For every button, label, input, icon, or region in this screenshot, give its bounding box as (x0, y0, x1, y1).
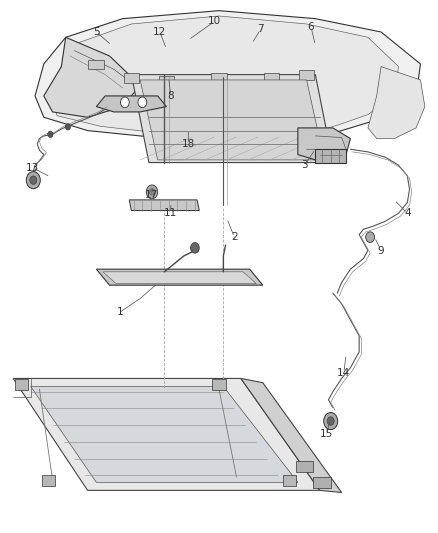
Bar (212, 379, 226, 390)
Text: 7: 7 (257, 25, 264, 34)
Circle shape (48, 131, 53, 138)
Text: 4: 4 (404, 208, 411, 218)
Text: 3: 3 (301, 160, 308, 170)
Polygon shape (298, 128, 350, 163)
Polygon shape (96, 96, 166, 112)
Bar (264, 73, 279, 83)
Text: 5: 5 (93, 27, 100, 37)
Bar (296, 461, 313, 472)
Polygon shape (96, 269, 263, 285)
Polygon shape (53, 16, 399, 134)
Circle shape (324, 413, 338, 430)
Bar (211, 73, 227, 83)
Circle shape (138, 97, 147, 108)
Polygon shape (368, 67, 425, 139)
Circle shape (146, 185, 158, 199)
Circle shape (191, 243, 199, 253)
Circle shape (149, 189, 155, 195)
Polygon shape (35, 11, 420, 139)
Text: 13: 13 (26, 163, 39, 173)
Text: 11: 11 (164, 208, 177, 218)
Bar (124, 73, 139, 83)
Text: 14: 14 (337, 368, 350, 378)
Text: 6: 6 (307, 22, 314, 31)
Circle shape (30, 176, 37, 184)
Text: 18: 18 (182, 139, 195, 149)
Text: 12: 12 (153, 27, 166, 37)
Circle shape (120, 97, 129, 108)
Bar (42, 475, 55, 486)
Text: 15: 15 (320, 430, 333, 439)
Circle shape (65, 124, 71, 130)
Text: 8: 8 (167, 91, 174, 101)
Bar (88, 60, 104, 69)
Text: 10: 10 (208, 17, 221, 26)
Polygon shape (44, 37, 140, 117)
Circle shape (327, 417, 334, 425)
Polygon shape (315, 149, 346, 163)
Text: 1: 1 (117, 307, 124, 317)
Bar (15, 379, 28, 390)
Polygon shape (103, 272, 256, 284)
Polygon shape (131, 75, 333, 163)
Polygon shape (129, 200, 199, 211)
Circle shape (366, 232, 374, 243)
Polygon shape (13, 378, 320, 490)
Text: 17: 17 (145, 190, 158, 199)
Bar (159, 76, 174, 85)
Polygon shape (241, 378, 342, 492)
Bar (313, 477, 331, 488)
Text: 9: 9 (378, 246, 385, 255)
Text: 2: 2 (231, 232, 238, 242)
Polygon shape (140, 80, 324, 160)
Bar (299, 70, 314, 80)
Polygon shape (31, 386, 298, 482)
Circle shape (26, 172, 40, 189)
Bar (283, 475, 296, 486)
